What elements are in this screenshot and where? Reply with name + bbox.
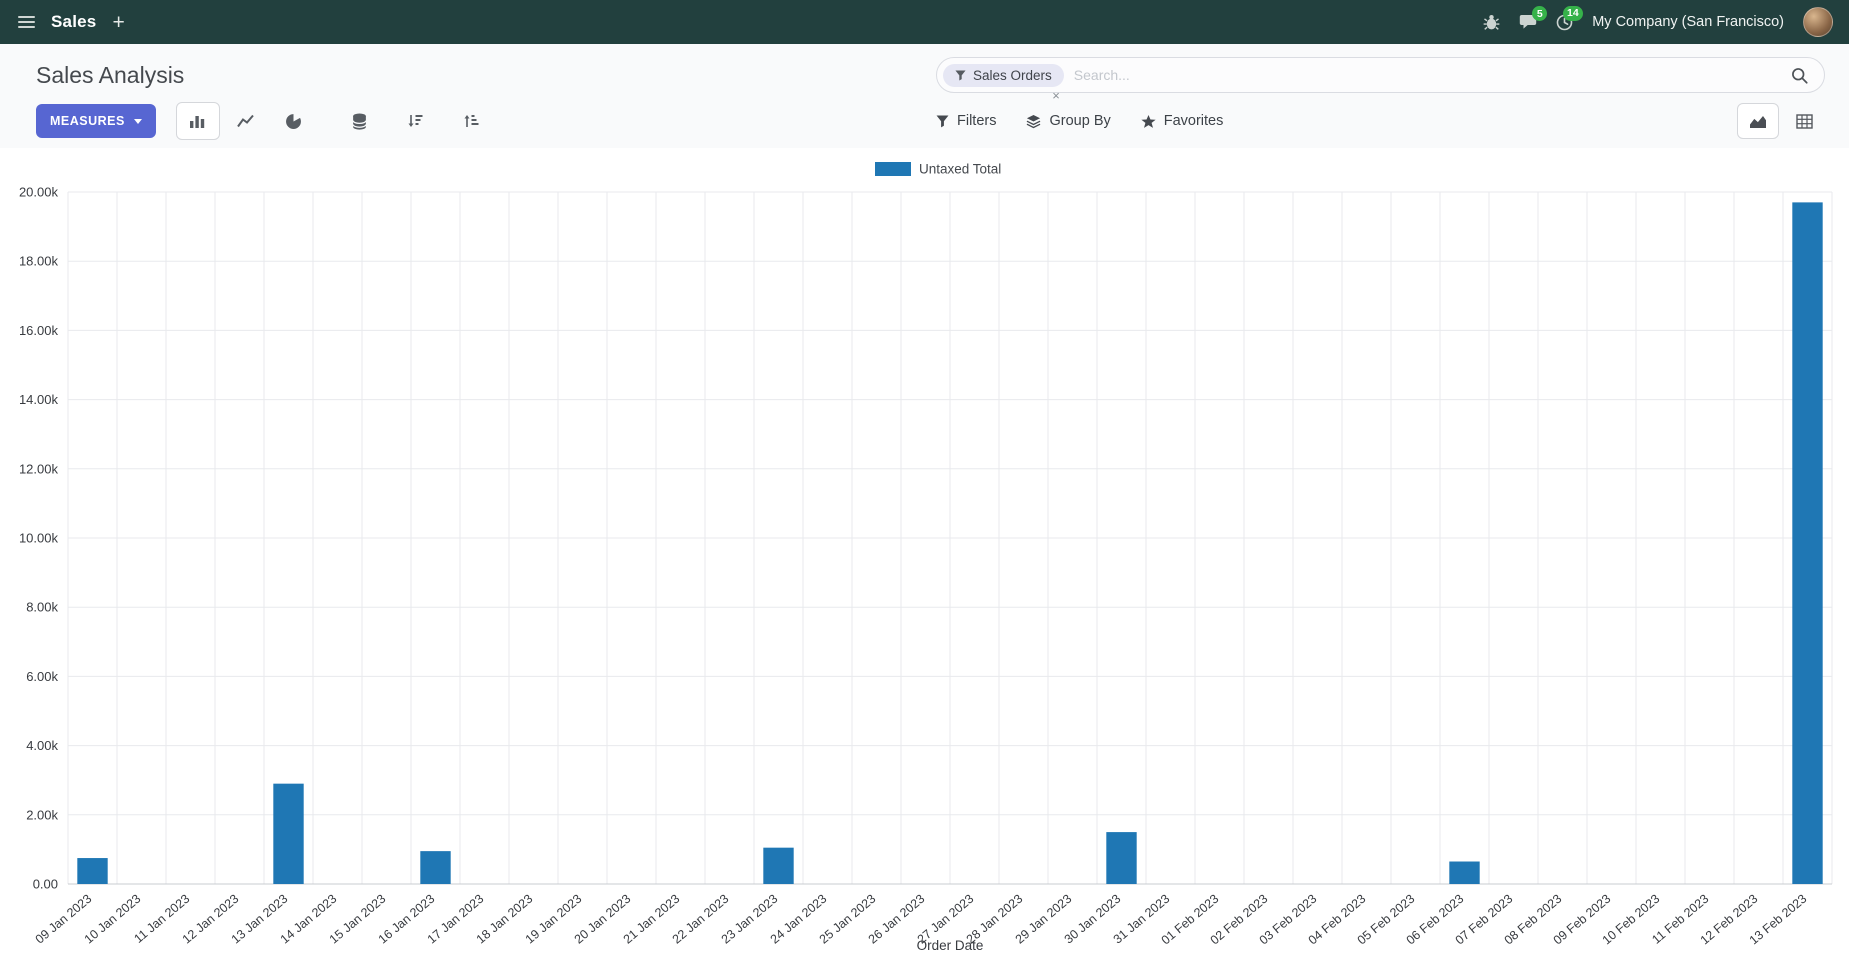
control-panel: Sales Analysis Sales Orders × Search... … (0, 44, 1849, 148)
line-chart-icon (237, 114, 255, 128)
navbar-right: 5 14 My Company (San Francisco) (1483, 5, 1833, 37)
y-axis-tick-label: 18.00k (19, 254, 59, 269)
graph-tools (338, 102, 494, 140)
facet-remove-button[interactable]: × (1052, 87, 1060, 103)
search-facet-label: Sales Orders (973, 67, 1052, 83)
search-options-row: Filters Group By (936, 103, 1825, 139)
breadcrumb-row: Sales Analysis Sales Orders × Search... (0, 44, 1849, 102)
search-icon[interactable] (1791, 67, 1808, 84)
search-bar[interactable]: Sales Orders × Search... (936, 57, 1825, 102)
page-title: Sales Analysis (36, 61, 185, 88)
new-record-plus-button[interactable]: + (112, 10, 125, 34)
bar-09 Jan 2023[interactable] (77, 858, 108, 884)
y-axis-tick-label: 12.00k (19, 461, 59, 476)
search-options: Filters Group By (936, 113, 1223, 129)
chart-type-group (175, 102, 316, 140)
bar-16 Jan 2023[interactable] (420, 851, 451, 884)
pie-chart-button[interactable] (272, 102, 316, 140)
x-axis-title: Order Date (917, 938, 984, 953)
search-facet-sales-orders[interactable]: Sales Orders × (943, 63, 1064, 102)
filter-funnel-icon (955, 69, 966, 81)
activities-menu[interactable]: 14 (1556, 5, 1584, 31)
top-navbar: Sales + 5 14 My Company (San (0, 0, 1849, 44)
app-name[interactable]: Sales (51, 12, 97, 31)
favorites-label: Favorites (1163, 113, 1224, 129)
pivot-table-icon (1795, 113, 1813, 129)
bar-chart-button[interactable] (175, 102, 220, 140)
bug-icon (1483, 14, 1500, 30)
messages-badge: 5 (1532, 6, 1548, 22)
sort-ascending-button[interactable] (450, 102, 494, 140)
bar-30 Jan 2023[interactable] (1106, 832, 1137, 884)
sort-amount-asc-icon (464, 115, 479, 127)
filters-label: Filters (957, 113, 997, 129)
messages-menu[interactable]: 5 (1519, 6, 1548, 30)
layers-icon (1026, 114, 1041, 129)
group-by-label: Group By (1049, 113, 1111, 129)
y-axis-tick-label: 20.00k (19, 185, 59, 200)
sort-amount-desc-icon (408, 115, 423, 127)
bar-chart-icon (190, 116, 205, 128)
activities-badge: 14 (1562, 5, 1584, 21)
bar-13 Feb 2023[interactable] (1792, 202, 1823, 884)
line-chart-button[interactable] (224, 102, 268, 140)
y-axis-tick-label: 2.00k (26, 807, 58, 822)
measures-button[interactable]: MEASURES (36, 104, 156, 138)
y-axis-tick-label: 16.00k (19, 323, 59, 338)
y-axis-tick-label: 10.00k (19, 531, 59, 546)
stacked-database-icon (352, 113, 367, 130)
star-icon (1141, 114, 1156, 129)
y-axis-tick-label: 4.00k (26, 738, 58, 753)
company-switcher[interactable]: My Company (San Francisco) (1592, 14, 1784, 30)
legend-label[interactable]: Untaxed Total (919, 162, 1001, 177)
graph-view-container: 0.00 2.00k 4.00k 6.00k 8.00k 10.00k 12.00k 14.0… (0, 148, 1849, 958)
chevron-down-icon (133, 118, 142, 124)
search-input[interactable]: Search... (1073, 67, 1130, 83)
legend-swatch[interactable] (875, 162, 911, 176)
bar-23 Jan 2023[interactable] (763, 847, 794, 884)
user-avatar[interactable] (1803, 7, 1833, 37)
filters-menu-button[interactable]: Filters (936, 113, 996, 129)
debug-bug-icon[interactable] (1483, 14, 1500, 31)
area-chart-icon (1750, 115, 1766, 128)
favorites-menu-button[interactable]: Favorites (1141, 113, 1224, 129)
chat-bubble-icon (1520, 15, 1537, 29)
y-axis-tick-label: 14.00k (19, 392, 59, 407)
sort-descending-button[interactable] (394, 102, 438, 140)
view-switcher (1737, 103, 1825, 139)
y-axis-tick-label: 6.00k (26, 669, 58, 684)
apps-menu-icon[interactable] (16, 12, 37, 32)
pie-chart-icon (286, 112, 302, 129)
filter-funnel-icon (936, 115, 949, 128)
bar-06 Feb 2023[interactable] (1449, 861, 1480, 884)
graph-view-button[interactable] (1737, 103, 1779, 139)
pivot-view-button[interactable] (1783, 103, 1825, 139)
sales-analysis-bar-chart: 0.00 2.00k 4.00k 6.00k 8.00k 10.00k 12.00k 14.0… (19, 162, 1833, 953)
y-axis-tick-label: 0.00 (33, 877, 58, 892)
view-toolbar: MEASURES (0, 94, 1849, 142)
y-axis-tick-label: 8.00k (26, 600, 58, 615)
group-by-menu-button[interactable]: Group By (1026, 113, 1111, 129)
measures-label: MEASURES (50, 114, 125, 128)
stacked-toggle-button[interactable] (338, 102, 382, 140)
bar-13 Jan 2023[interactable] (273, 783, 304, 884)
